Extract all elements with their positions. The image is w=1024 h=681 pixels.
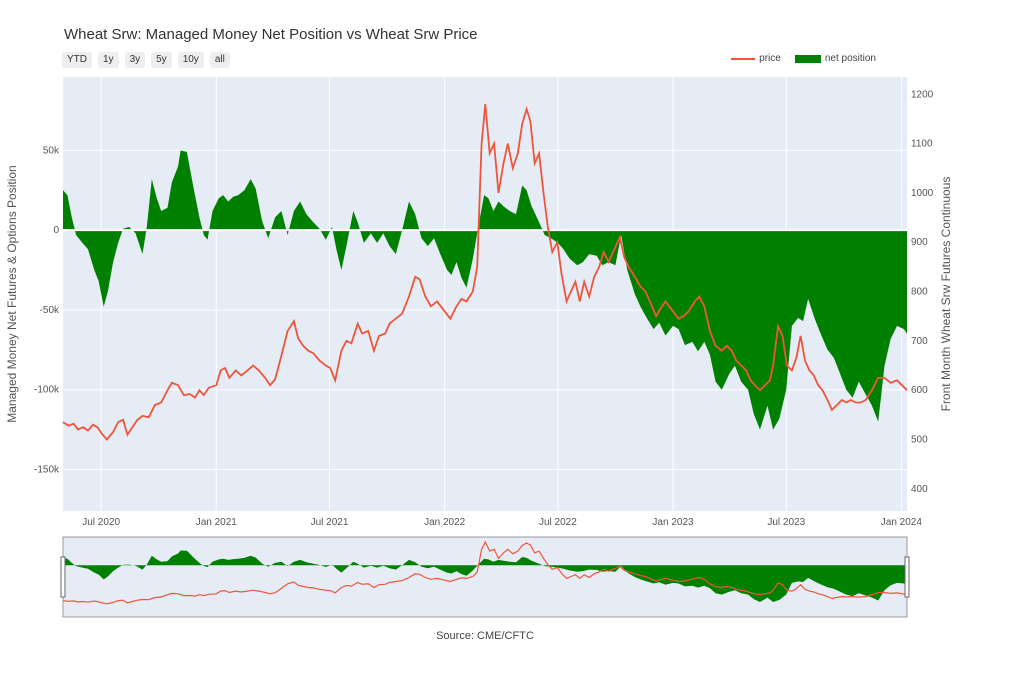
- y-left-tick-label: -50k: [40, 305, 60, 316]
- y-right-tick-label: 400: [911, 484, 928, 495]
- y-right-tick-label: 1200: [911, 89, 934, 100]
- net-position-area: [63, 150, 907, 430]
- range-button-3y[interactable]: 3y: [124, 52, 146, 68]
- axis-tick-labels: 50k 0 -50k -100k -150k 1200 1100 1000 900 800 700 6…: [34, 89, 934, 528]
- legend: price net position: [731, 53, 876, 64]
- legend-label-price: price: [759, 53, 781, 64]
- y-left-tick-label: 50k: [43, 145, 60, 156]
- range-button-ytd[interactable]: YTD: [62, 52, 92, 68]
- range-slider-handle-left[interactable]: [60, 556, 66, 598]
- range-button-1y[interactable]: 1y: [98, 52, 119, 68]
- y-axis-left-title: Managed Money Net Futures & Options Posi…: [5, 165, 19, 422]
- net-position-swatch: [794, 54, 821, 63]
- x-tick-label: Jul 2023: [767, 517, 805, 528]
- legend-label-net-position: net position: [824, 53, 876, 64]
- x-tick-label: Jul 2020: [82, 517, 120, 528]
- x-tick-label: Jan 2023: [652, 517, 694, 528]
- y-right-tick-label: 1100: [911, 139, 933, 150]
- y-right-tick-label: 700: [911, 336, 928, 347]
- range-selector: YTD 1y 3y 5y 10y all: [62, 52, 230, 68]
- y-left-tick-label: 0: [53, 225, 59, 236]
- range-slider-price-line: [62, 540, 908, 605]
- chart-title: Wheat Srw: Managed Money Net Position vs…: [64, 26, 478, 43]
- range-button-5y[interactable]: 5y: [151, 52, 172, 68]
- y-right-tick-label: 600: [911, 385, 928, 396]
- price-line: [62, 104, 908, 441]
- y-right-tick-label: 800: [911, 287, 928, 298]
- range-slider[interactable]: [60, 536, 910, 618]
- price-line-layer: [62, 104, 908, 441]
- grid-lines: [63, 77, 907, 511]
- y-right-tick-label: 900: [911, 237, 928, 248]
- x-tick-label: Jan 2022: [424, 517, 466, 528]
- y-left-tick-label: -100k: [34, 385, 60, 396]
- range-button-all[interactable]: all: [209, 52, 230, 68]
- legend-item-price[interactable]: price: [731, 53, 781, 64]
- range-button-10y[interactable]: 10y: [177, 52, 204, 68]
- net-position-area-layer: [63, 150, 907, 430]
- y-right-tick-label: 500: [911, 434, 928, 445]
- source-note: Source: CME/CFTC: [436, 630, 534, 642]
- legend-item-net-position[interactable]: net position: [794, 53, 876, 64]
- y-right-tick-label: 1000: [911, 188, 934, 199]
- range-slider-handle-right[interactable]: [904, 556, 910, 598]
- y-axis-right-title: Front Month Wheat Srw Futures Continuous: [939, 177, 953, 412]
- x-tick-label: Jul 2022: [539, 517, 577, 528]
- range-slider-net-area: [63, 550, 907, 602]
- x-tick-label: Jan 2021: [196, 517, 238, 528]
- price-swatch: [731, 57, 756, 60]
- x-tick-label: Jan 2024: [881, 517, 923, 528]
- x-tick-label: Jul 2021: [311, 517, 349, 528]
- y-left-tick-label: -150k: [34, 465, 60, 476]
